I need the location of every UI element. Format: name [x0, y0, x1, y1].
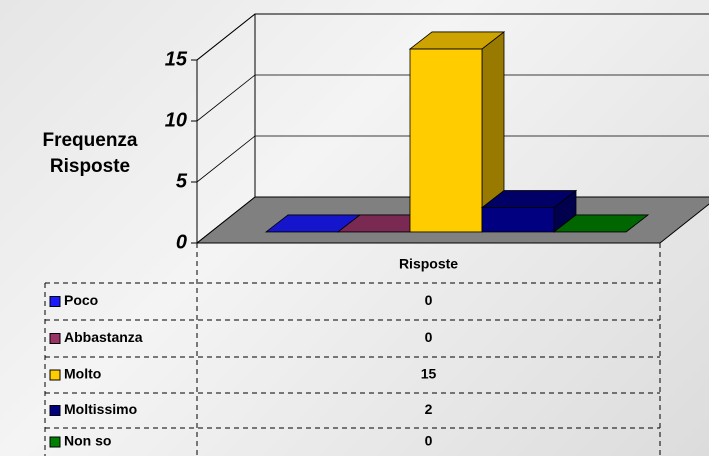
legend-key — [49, 369, 61, 381]
bar-top — [552, 214, 650, 233]
bar-front — [409, 48, 483, 233]
legend-label: Abbastanza — [64, 329, 143, 345]
legend-label: Non so — [64, 433, 111, 449]
legend-key — [49, 296, 61, 307]
bar-top — [408, 31, 506, 50]
legend-label: Moltissimo — [64, 401, 137, 417]
table-header: Risposte — [399, 256, 458, 272]
bar — [408, 31, 506, 233]
bar-top — [480, 190, 578, 208]
legend-label: Poco — [64, 292, 98, 308]
table-value: 0 — [425, 292, 433, 308]
legend-key — [49, 405, 61, 416]
y-tick-label: 10 — [165, 109, 187, 131]
y-tick-label: 5 — [176, 170, 188, 192]
grid-line — [196, 135, 709, 183]
y-tick-label: 0 — [176, 231, 187, 253]
legend-key — [49, 436, 61, 448]
bar-front — [481, 207, 555, 233]
legend-label: Molto — [64, 366, 101, 382]
y-tick-label: 15 — [165, 48, 188, 70]
y-axis-label: Frequenza Risposte — [42, 130, 138, 177]
table-value: 15 — [421, 366, 437, 382]
bar — [552, 214, 650, 233]
table-value: 2 — [425, 401, 433, 417]
legend-key — [49, 333, 61, 344]
bar — [480, 189, 578, 233]
grid-line — [196, 74, 709, 122]
grid-line — [196, 13, 709, 61]
table-value: 0 — [425, 329, 433, 345]
table-value: 0 — [425, 433, 433, 449]
